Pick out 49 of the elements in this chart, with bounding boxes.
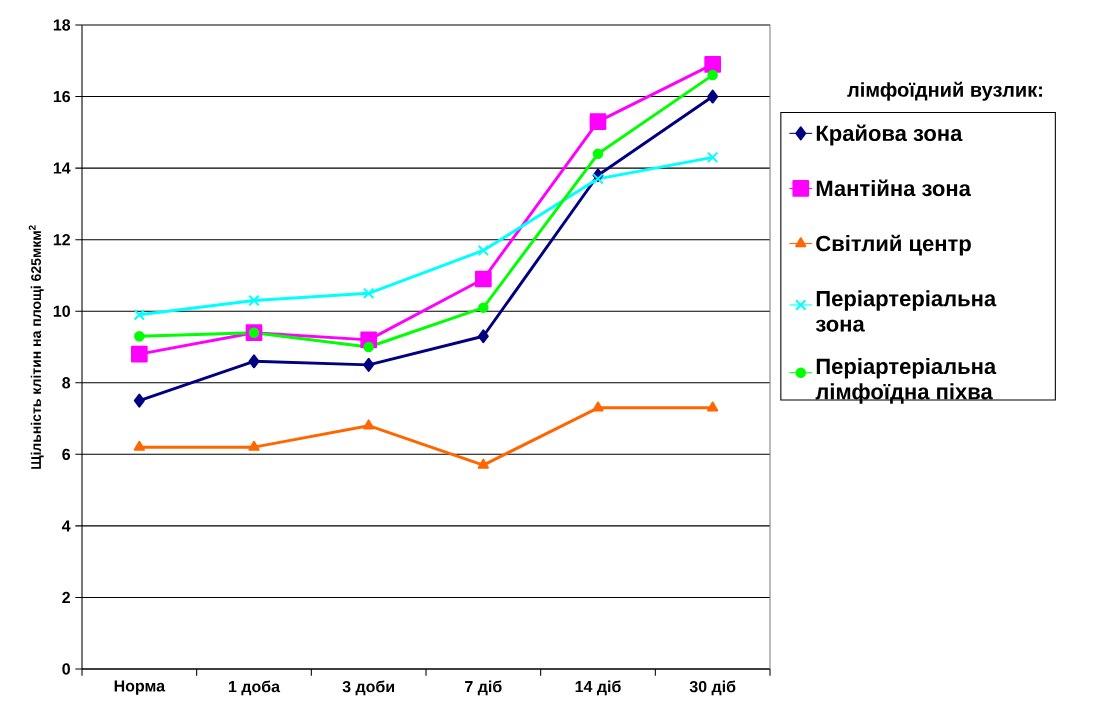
point <box>134 331 145 342</box>
x-tick-label: 30 діб <box>689 680 736 696</box>
point <box>475 270 492 288</box>
point <box>707 401 719 412</box>
y-tick-label: 10 <box>53 305 70 317</box>
point <box>248 440 260 451</box>
point <box>707 69 718 81</box>
x-tick-label: Норма <box>114 680 166 695</box>
y-tick-label: 2 <box>62 591 70 604</box>
y-tick-label: 8 <box>62 377 71 389</box>
legend-label: Періартеріальна лімфоїдна піхва <box>815 357 997 404</box>
point <box>133 393 145 408</box>
x-tick-label: 3 доби <box>342 680 395 696</box>
point <box>363 357 375 372</box>
point <box>363 419 375 430</box>
point <box>477 329 489 344</box>
x-tick-label: 14 діб <box>575 680 621 696</box>
point <box>589 113 607 130</box>
point <box>131 345 148 363</box>
point <box>592 148 604 160</box>
x-tick-label: 7 діб <box>465 680 502 696</box>
y-tick-label: 18 <box>53 19 71 31</box>
point <box>592 173 604 185</box>
legend-label: Періартеріальна зона <box>815 290 997 332</box>
point <box>133 440 145 451</box>
legend-label: Мантійна зона <box>816 179 972 197</box>
point <box>704 56 721 73</box>
y-tick-label: 14 <box>53 162 71 174</box>
point <box>363 341 374 353</box>
point <box>706 151 719 164</box>
point <box>133 309 146 321</box>
y-tick-label: 12 <box>53 234 70 246</box>
legend-label: Крайова зона <box>816 124 963 146</box>
point <box>592 401 604 412</box>
point <box>248 294 260 307</box>
point <box>707 89 719 104</box>
legend-title: лімфоїдний вузлик: <box>847 81 1042 101</box>
y-tick-label: 0 <box>62 663 70 675</box>
point <box>478 302 489 313</box>
point <box>362 287 375 300</box>
legend-label: Світлий центр <box>816 234 971 256</box>
y-tick-label: 4 <box>61 520 71 532</box>
point <box>477 244 490 257</box>
y-axis-title: Щільність клітин на площі 625мкм$^{2}$ <box>28 225 44 469</box>
point <box>248 354 260 369</box>
x-tick-label: 1 доба <box>228 680 281 696</box>
y-tick-label: 16 <box>53 90 71 103</box>
point <box>477 458 489 469</box>
y-tick-label: 6 <box>62 448 71 460</box>
